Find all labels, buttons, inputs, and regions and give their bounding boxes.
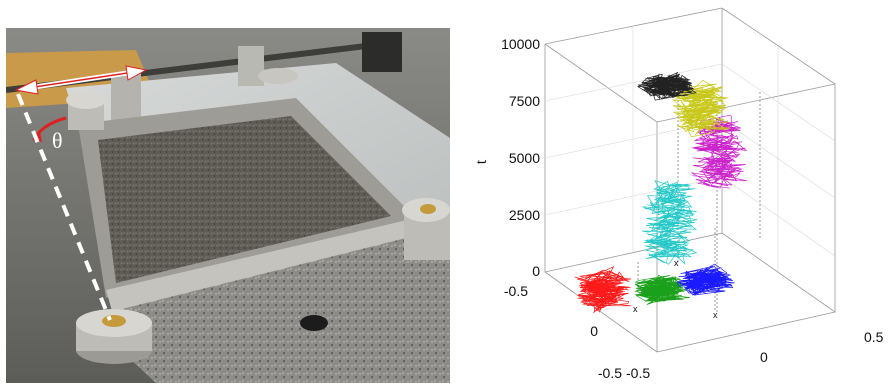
trajectory-series-2 xyxy=(676,263,735,296)
corner-knob-back xyxy=(66,91,106,130)
angle-dashed-line xyxy=(16,93,112,321)
z-tick-10000: 10000 xyxy=(501,36,540,52)
clamp-block-left xyxy=(111,73,141,121)
y-tick-zero: 0 xyxy=(590,323,598,339)
front-rail xyxy=(106,218,424,318)
angle-label: θ xyxy=(52,128,63,153)
motor xyxy=(362,32,402,72)
start-marker-3: x xyxy=(674,258,679,268)
z-tick-7500: 7500 xyxy=(509,93,540,109)
trajectory-clusters xyxy=(574,71,748,313)
y-tick-neg-lower: -0.5 xyxy=(598,365,622,381)
z-tick-0: 0 xyxy=(532,263,540,279)
plot-grid xyxy=(544,26,836,272)
base-mark xyxy=(300,315,328,331)
trajectory-series-3 xyxy=(642,180,698,265)
z-axis-label: t xyxy=(473,159,490,164)
translation-arrow xyxy=(14,65,148,95)
granite-base xyxy=(86,233,450,383)
corner-knob-right xyxy=(402,198,450,260)
granular-bed xyxy=(98,116,391,283)
rotation-arrow-icon xyxy=(34,116,67,137)
plot-box xyxy=(544,7,836,353)
top-knob xyxy=(258,68,298,84)
trajectory-series-0 xyxy=(574,265,632,313)
z-tick-5000: 5000 xyxy=(509,150,540,166)
x-tick-zero: 0 xyxy=(760,349,768,365)
trajectory-series-6 xyxy=(637,71,697,101)
trajectory-series-1 xyxy=(634,274,690,305)
start-marker-2: x xyxy=(713,310,718,320)
z-tick-2500: 2500 xyxy=(509,207,540,223)
start-marker: x xyxy=(633,304,638,314)
clamp-block xyxy=(238,46,264,86)
trajectory-plot: x x x 10000 7500 5000 2500 0 t -0.5 0 -0… xyxy=(473,7,884,381)
corner-knob-front xyxy=(76,309,152,364)
x-tick-neg: -0.5 xyxy=(626,365,650,381)
x-tick-pos: 0.5 xyxy=(864,329,884,345)
apparatus-photo: θ xyxy=(6,28,450,383)
y-tick-neg-upper: -0.5 xyxy=(504,283,528,299)
